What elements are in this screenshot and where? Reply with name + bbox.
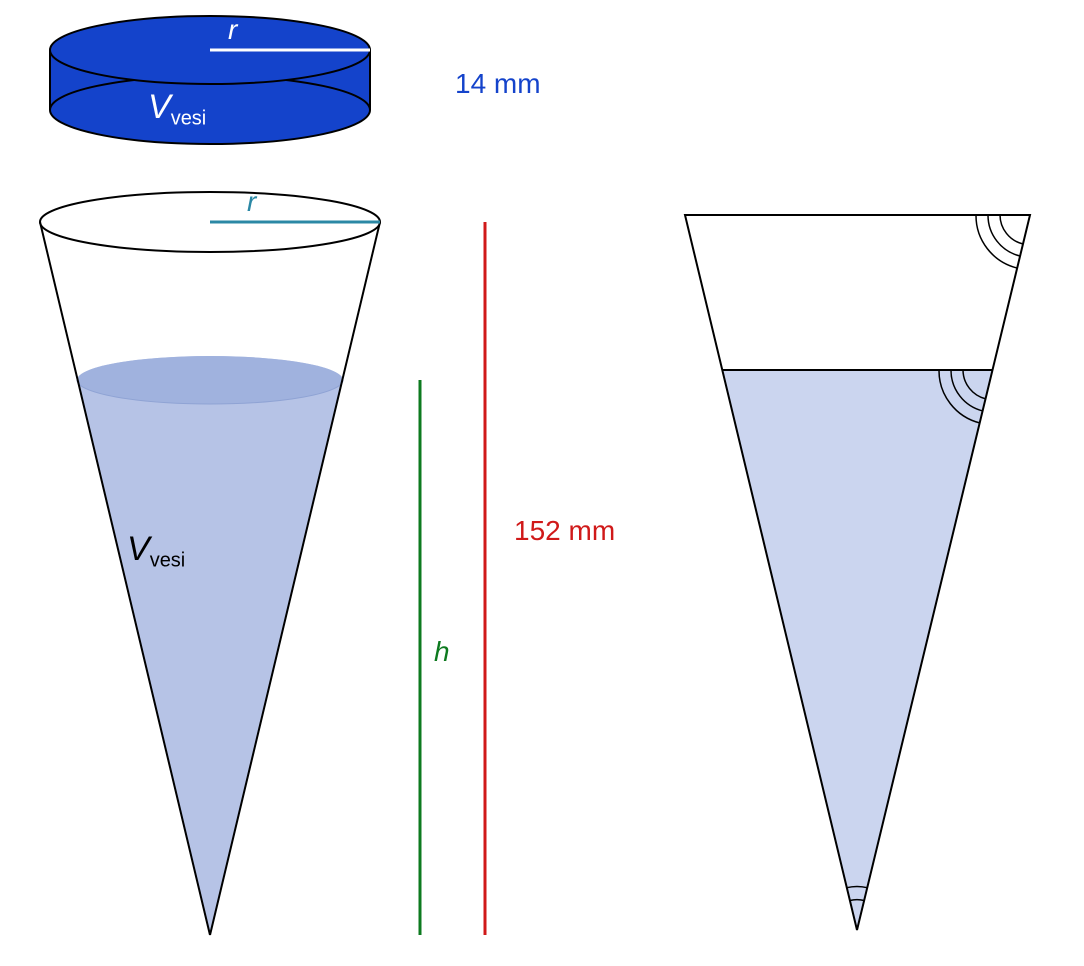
- angle-arcs-top-right: [976, 215, 1023, 268]
- cylinder: [50, 16, 370, 144]
- triangle-cross-section: [685, 215, 1030, 930]
- geometry-svg: [0, 0, 1084, 966]
- cylinder-V-label: Vvesi: [148, 88, 206, 131]
- dimension-152mm: 152 mm: [514, 515, 615, 547]
- triangle-water: [723, 370, 993, 930]
- diagram-container: r Vvesi 14 mm r Vvesi h 152 mm: [0, 0, 1084, 966]
- dimension-14mm: 14 mm: [455, 68, 541, 100]
- cylinder-r-label: r: [228, 14, 237, 46]
- cone-r-label: r: [247, 186, 256, 218]
- main-cone: [40, 192, 380, 935]
- cone-V-label: Vvesi: [127, 530, 185, 573]
- height-h-label: h: [434, 636, 450, 668]
